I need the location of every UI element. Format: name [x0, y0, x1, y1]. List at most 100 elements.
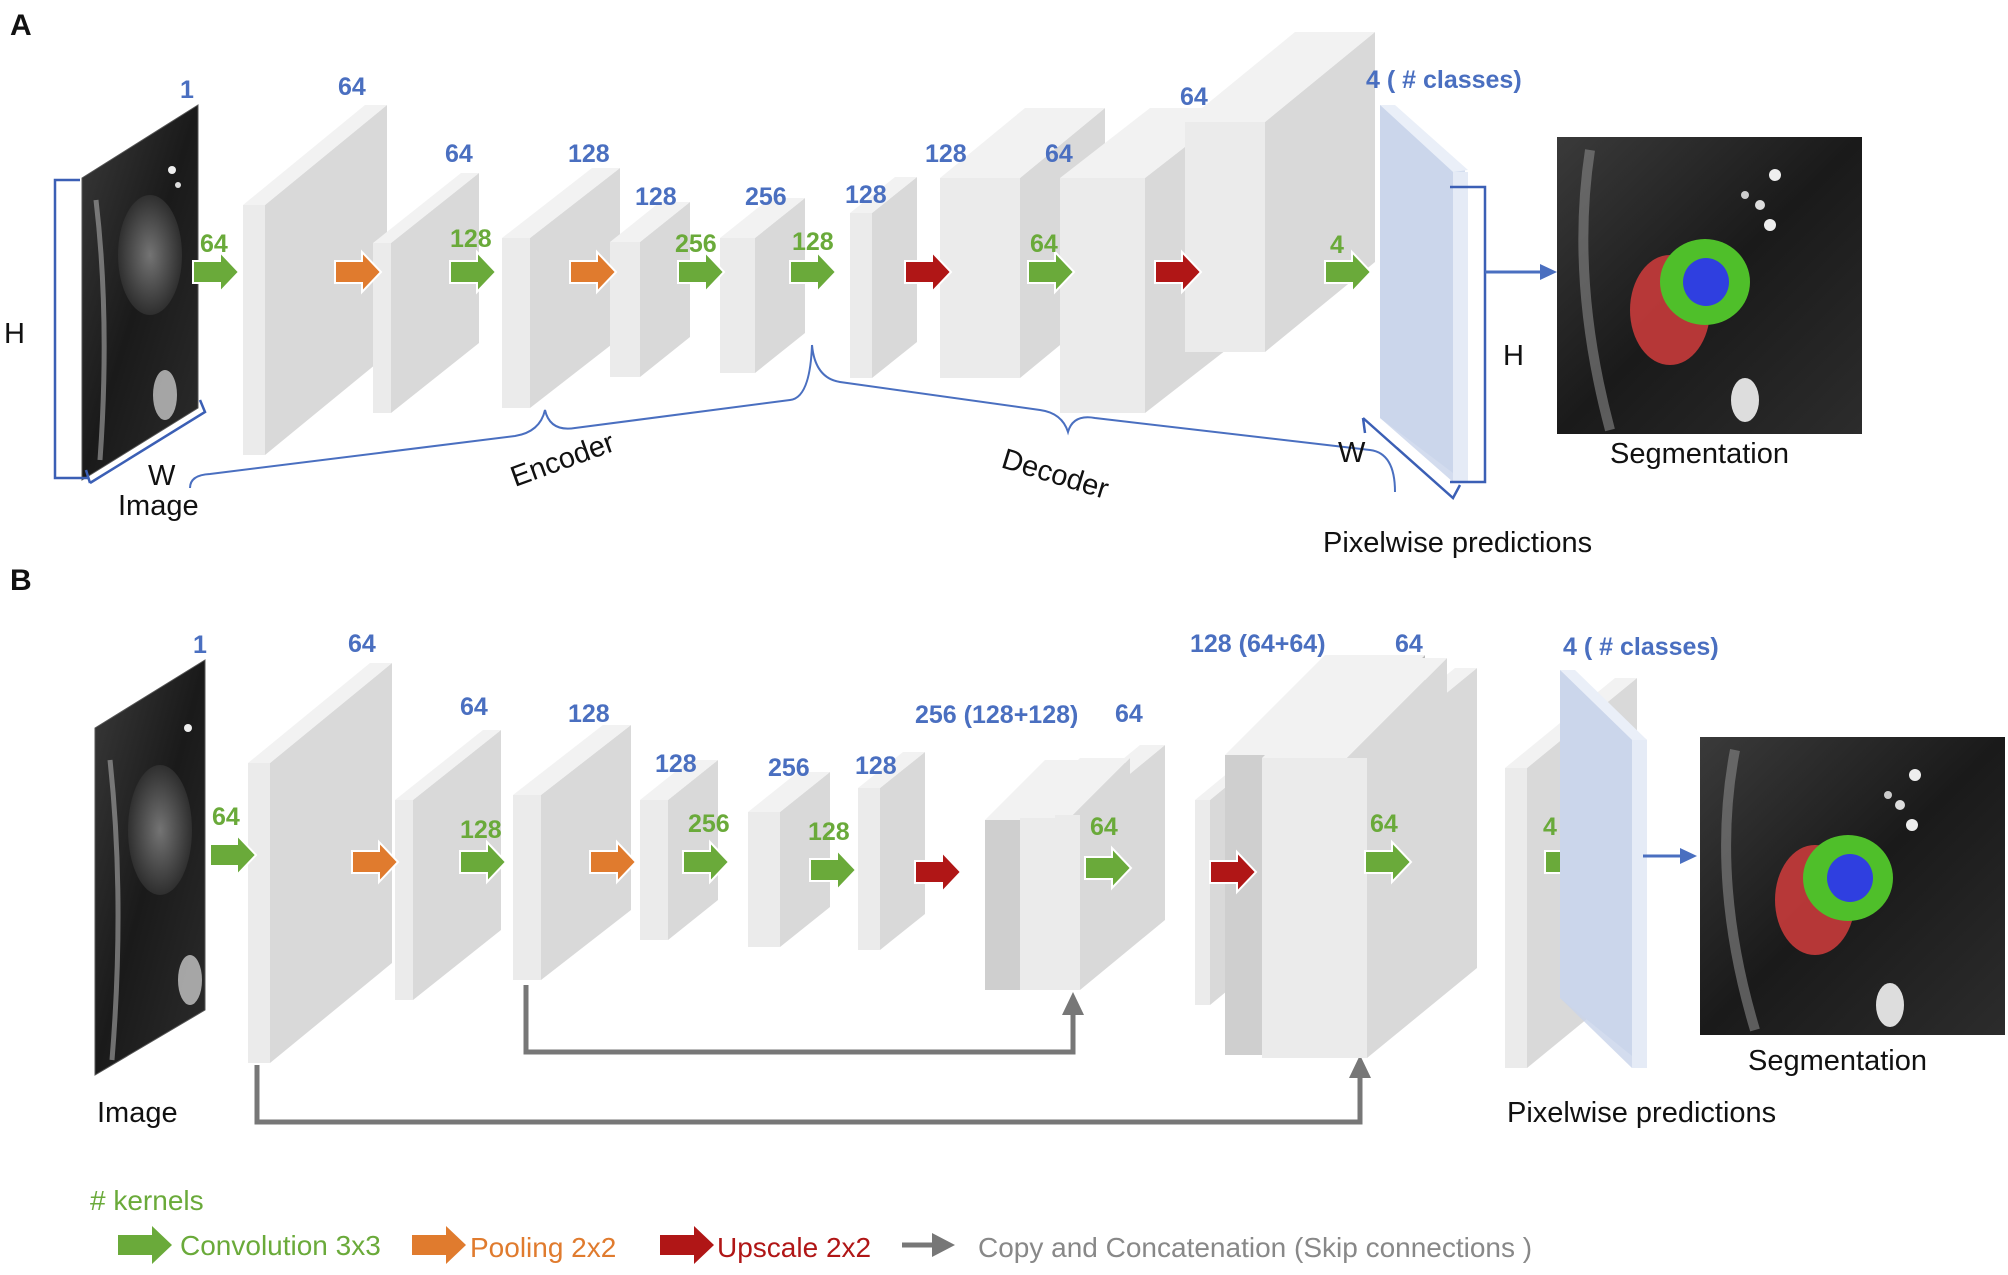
legend-title: # kernels	[90, 1185, 204, 1216]
pixelwise-output-a	[1380, 105, 1468, 482]
block-b-conv5	[748, 772, 830, 947]
w-label: W	[148, 460, 176, 492]
arrow-count-b-1: 128	[460, 816, 502, 844]
arrow-a-pool1	[334, 249, 383, 295]
block-count-a-8: 64	[1180, 83, 1208, 111]
segmentation-label-b: Segmentation	[1748, 1045, 1927, 1077]
arrow-a-conv5	[1027, 249, 1076, 295]
segmentation-image-b	[1700, 737, 2005, 1035]
block-count-a-4: 256	[745, 183, 787, 211]
block-b-conv2	[395, 730, 501, 1000]
arrow-count-a-1: 128	[450, 225, 492, 253]
panel-b: B 1 Image 64 64 128 128 256 128 256 (128+128) 6…	[10, 564, 2005, 1129]
block-b-concat2-front	[1345, 758, 1367, 1058]
arrow-b-conv1	[209, 832, 258, 878]
pixelwise-output-b	[1560, 670, 1647, 1068]
block-count-b-0: 64	[348, 630, 376, 658]
arrow-a-conv2	[449, 249, 498, 295]
output-count-b: 4 ( # classes)	[1563, 633, 1719, 661]
arrow-b-conv3	[682, 839, 731, 885]
arrow-count-a-2: 256	[675, 230, 717, 258]
block-count-b-6: 256 (128+128)	[915, 701, 1078, 729]
block-a-conv6	[850, 177, 917, 378]
legend-pool: Pooling 2x2	[412, 1226, 616, 1264]
block-count-b-7: 64	[1115, 700, 1143, 728]
w-bracket	[84, 399, 207, 485]
out-w-label: W	[1338, 437, 1366, 469]
input-image	[81, 104, 199, 481]
image-label: Image	[118, 490, 199, 522]
arrow-count-a-5: 4	[1330, 231, 1344, 259]
out-h-label: H	[1503, 340, 1524, 372]
arrow-b-conv5	[1084, 845, 1133, 891]
block-b-conv6	[858, 752, 925, 950]
legend-copy-label: Copy and Concatenation (Skip connections…	[978, 1232, 1532, 1263]
arrow-count-a-0: 64	[200, 230, 228, 258]
legend-up-arrow	[660, 1226, 714, 1264]
out-w-bracket	[1361, 417, 1462, 500]
decoder-brace	[811, 344, 1396, 493]
arrow-a-pool2	[569, 249, 618, 295]
legend-up-label: Upscale 2x2	[717, 1232, 871, 1263]
arrow-count-a-4: 64	[1030, 230, 1058, 258]
block-count-a-0: 64	[338, 73, 366, 101]
arrow-a-conv3	[677, 249, 726, 295]
arrow-b-conv2	[459, 839, 508, 885]
arrow-a-conv1	[192, 249, 241, 295]
arrow-a-conv6	[1324, 249, 1373, 295]
pixelwise-label-b: Pixelwise predictions	[1507, 1097, 1776, 1129]
legend-conv: Convolution 3x3	[118, 1226, 381, 1264]
arrow-count-b-6: 4	[1543, 813, 1557, 841]
arrow-count-b-3: 128	[808, 818, 850, 846]
arrow-b-up1	[914, 849, 963, 895]
block-count-a-7: 64	[1045, 140, 1073, 168]
input-channels: 1	[180, 76, 194, 104]
arrow-b-up2	[1209, 849, 1258, 895]
arrow-a-up2	[1154, 249, 1203, 295]
skip-connection-2	[523, 985, 1076, 1055]
skip-connection-1	[254, 1065, 1363, 1125]
block-count-a-5: 128	[845, 181, 887, 209]
arrow-b-conv6	[1364, 839, 1413, 885]
segmentation-image-a	[1557, 137, 1862, 434]
pixelwise-label-a: Pixelwise predictions	[1323, 527, 1592, 559]
arrow-b-conv4	[809, 847, 858, 893]
arrow-a-up1	[904, 249, 953, 295]
block-count-a-1: 64	[445, 140, 473, 168]
arrow-count-b-2: 256	[688, 810, 730, 838]
arrow-count-b-4: 64	[1090, 813, 1118, 841]
block-b-conv1	[248, 663, 392, 1063]
arrow-count-b-0: 64	[212, 803, 240, 831]
panel-a: A 1 H W Image Encoder Decoder 64 64 128 128…	[4, 9, 1862, 559]
arrows-a: 64 128 256 128 64 4	[192, 225, 1373, 295]
block-a-conv9	[1185, 32, 1375, 352]
encoder-brace	[189, 344, 813, 489]
h-label: H	[4, 318, 25, 350]
block-count-b-8: 128 (64+64)	[1190, 630, 1326, 658]
legend-conv-label: Convolution 3x3	[180, 1230, 381, 1261]
legend-pool-label: Pooling 2x2	[470, 1232, 616, 1263]
segmentation-label-a: Segmentation	[1610, 438, 1789, 470]
block-a-conv1	[243, 105, 387, 455]
image-label-b: Image	[97, 1097, 178, 1129]
panel-b-label: B	[10, 564, 32, 597]
block-count-a-6: 128	[925, 140, 967, 168]
legend-pool-arrow	[412, 1226, 466, 1264]
block-a-conv5	[720, 198, 805, 373]
arrow-count-a-3: 128	[792, 228, 834, 256]
legend-copy: Copy and Concatenation (Skip connections…	[902, 1232, 1532, 1263]
block-count-b-4: 256	[768, 754, 810, 782]
h-bracket	[53, 178, 88, 480]
block-b-conv3	[513, 725, 631, 980]
legend: # kernels Convolution 3x3 Pooling 2x2 Up…	[90, 1185, 1532, 1264]
arrow-b-pool1	[351, 839, 400, 885]
block-count-b-1: 64	[460, 693, 488, 721]
legend-conv-arrow	[118, 1226, 172, 1264]
arrow-a-conv4	[789, 249, 838, 295]
block-count-b-5: 128	[855, 752, 897, 780]
input-channels-b: 1	[193, 631, 207, 659]
input-image-b	[94, 659, 206, 1076]
block-count-a-3: 128	[635, 183, 677, 211]
block-count-b-2: 128	[568, 700, 610, 728]
